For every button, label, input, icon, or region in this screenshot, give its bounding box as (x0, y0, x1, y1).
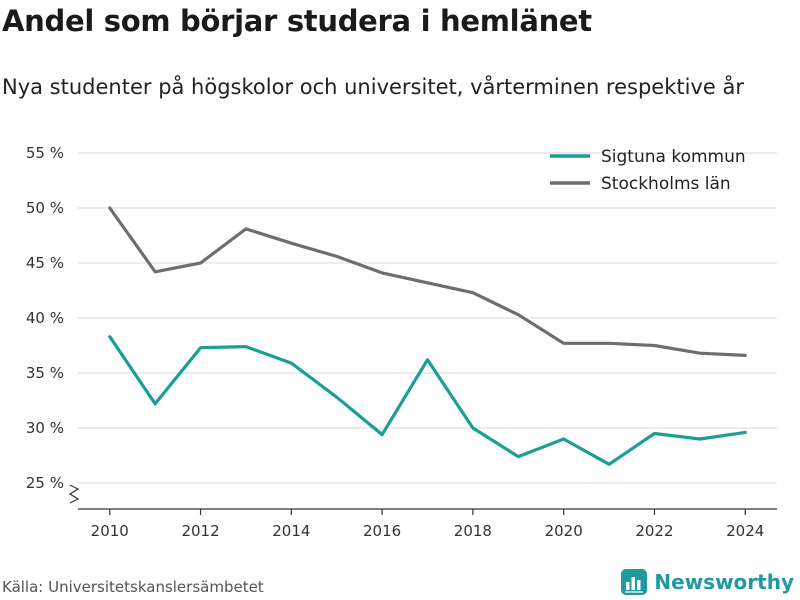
y-axis-ticks: 25 % 30 % 35 % 40 % 45 % 50 % 55 % (26, 144, 64, 492)
y-tick-label: 40 % (26, 309, 64, 327)
y-tick-label: 25 % (26, 474, 64, 492)
x-tick-label: 2018 (454, 522, 492, 540)
line-chart: 25 %30 %35 %40 %45 %50 %55 % 2010 2012 201… (26, 144, 777, 540)
source-note: Källa: Universitetskanslersämbetet (2, 578, 264, 596)
x-tick-label: 2020 (545, 522, 583, 540)
legend-label: Stockholms län (601, 174, 731, 194)
brand-name: Newsworthy (654, 570, 794, 594)
series-lines (108, 206, 747, 466)
x-tick-label: 2024 (726, 522, 764, 540)
chart-title: Andel som börjar studera i hemlänet (2, 4, 592, 38)
axis-break-icon (68, 484, 80, 504)
x-tick-label: 2010 (91, 522, 129, 540)
bar-chart-icon (621, 569, 648, 595)
x-axis: 2010 2012 2014 2016 2018 2020 2022 2024 (68, 484, 777, 540)
y-tick-label: 35 % (26, 364, 64, 382)
brand-logo: Newsworthy (620, 568, 794, 596)
y-tick-label: 30 % (26, 419, 64, 437)
x-tick-label: 2016 (363, 522, 401, 540)
y-tick-label: 45 % (26, 254, 64, 272)
x-tick-label: 2022 (635, 522, 673, 540)
series-line-1 (108, 206, 747, 357)
chart-subtitle: Nya studenter på högskolor och universit… (2, 75, 744, 99)
x-tick-label: 2012 (181, 522, 219, 540)
legend-label: Sigtuna kommun (601, 147, 746, 167)
grid-lines (78, 152, 777, 484)
legend: Sigtuna kommun Stockholms län (550, 147, 746, 194)
y-tick-label: 50 % (26, 199, 64, 217)
y-tick-label: 55 % (26, 144, 64, 162)
series-line-0 (108, 335, 747, 466)
x-tick-label: 2014 (272, 522, 310, 540)
